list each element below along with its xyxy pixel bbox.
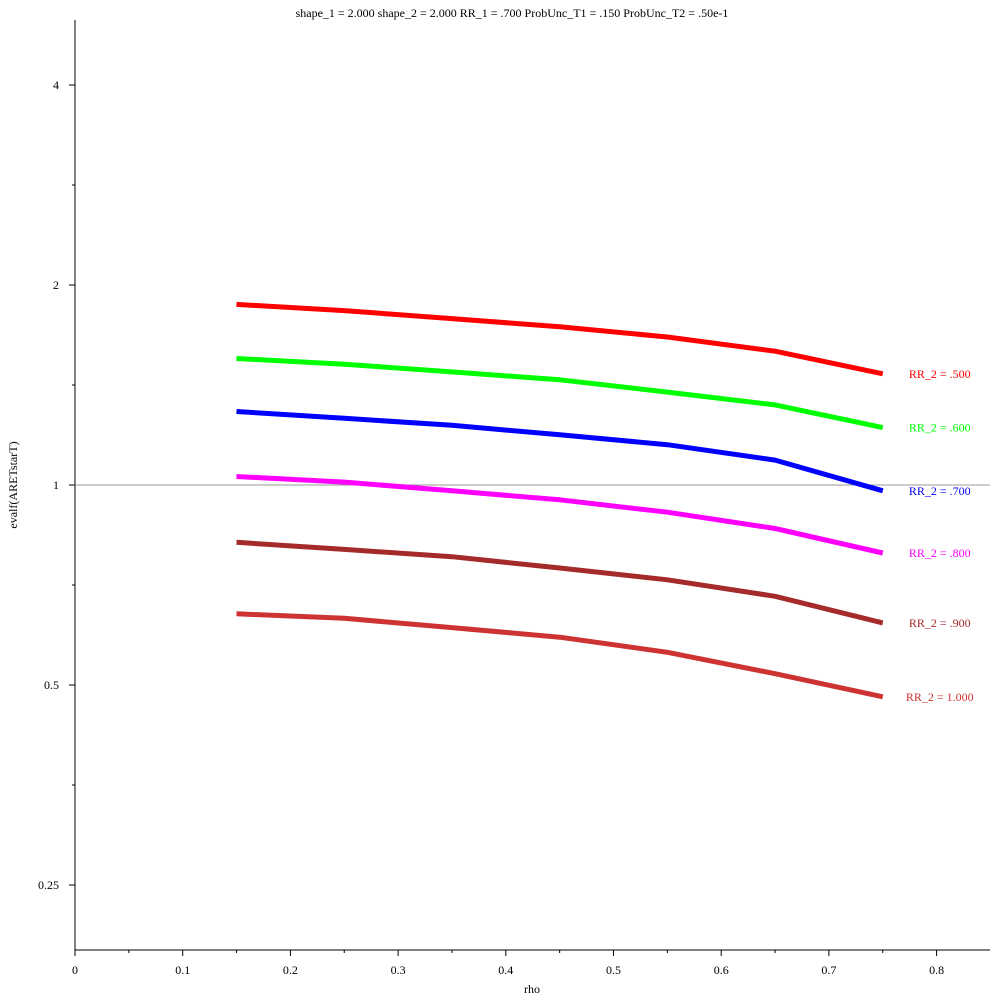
x-tick-label: 0.2 bbox=[283, 963, 298, 977]
y-tick-label: 4 bbox=[53, 78, 59, 92]
series-labels: RR_2 = .500 RR_2 = .600 RR_2 = .700 RR_2 = … bbox=[906, 367, 974, 704]
series-label-6: RR_2 = 1.000 bbox=[906, 690, 974, 704]
series-line-2 bbox=[236, 356, 884, 431]
series-label-5: RR_2 = .900 bbox=[909, 616, 971, 630]
series-label-3: RR_2 = .700 bbox=[909, 484, 971, 498]
y-tick-label: 0.25 bbox=[38, 878, 59, 892]
x-tick-label: 0.6 bbox=[714, 963, 729, 977]
chart-title: shape_1 = 2.000 shape_2 = 2.000 RR_1 = .… bbox=[296, 6, 729, 20]
series-label-4: RR_2 = .800 bbox=[909, 546, 971, 560]
x-tick-label: 0.5 bbox=[606, 963, 621, 977]
x-tick-label: 0.8 bbox=[929, 963, 944, 977]
y-tick-label: 1 bbox=[53, 478, 59, 492]
series-line-4 bbox=[236, 474, 884, 556]
axes: 0 0.1 0.2 0.3 0.4 0.5 0.6 0.7 0.8 0.25 0.5 1 2 4 bbox=[38, 20, 990, 977]
series-label-2: RR_2 = .600 bbox=[909, 421, 971, 435]
y-tick-label: 0.5 bbox=[44, 678, 59, 692]
x-tick-label: 0.7 bbox=[821, 963, 836, 977]
x-tick-label: 0 bbox=[72, 963, 78, 977]
series-line-3 bbox=[236, 409, 884, 494]
y-axis-label: evalf(ARETstarT) bbox=[6, 441, 20, 528]
series-line-6 bbox=[236, 611, 884, 700]
x-tick-label: 0.1 bbox=[175, 963, 190, 977]
series-line-1 bbox=[236, 301, 884, 377]
x-axis-label: rho bbox=[524, 982, 540, 996]
x-tick-label: 0.4 bbox=[498, 963, 513, 977]
series-label-1: RR_2 = .500 bbox=[909, 367, 971, 381]
series-line-5 bbox=[236, 539, 884, 626]
y-tick-label: 2 bbox=[53, 278, 59, 292]
x-tick-label: 0.3 bbox=[391, 963, 406, 977]
series-group bbox=[236, 301, 884, 700]
